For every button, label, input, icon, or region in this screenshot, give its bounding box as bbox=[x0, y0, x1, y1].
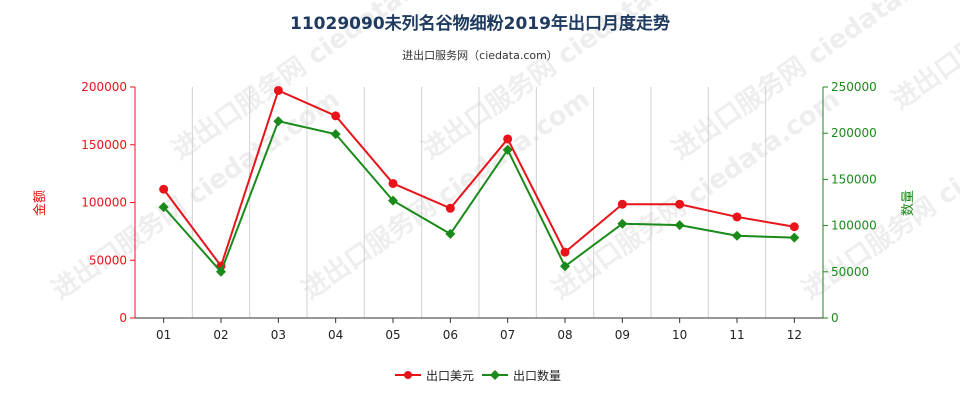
data-point-qty bbox=[388, 195, 398, 206]
x-axis-tick-label: 10 bbox=[672, 328, 687, 342]
axis-layer: 0 50000 100000 150000 200000 0 50000 100000 1500… bbox=[81, 80, 877, 342]
data-point-usd bbox=[503, 134, 513, 144]
x-axis-tick-label: 05 bbox=[385, 328, 400, 342]
left-axis-label: 金额 bbox=[32, 190, 48, 216]
watermark-text: 进出口服务网 ciedata.com bbox=[887, 0, 960, 116]
watermark-text: 进出口服务网 ciedata.com bbox=[297, 84, 595, 306]
chart-title: 11029090未列名谷物细粉2019年出口月度走势 bbox=[290, 13, 670, 34]
data-point-qty bbox=[674, 220, 685, 231]
data-point-qty bbox=[502, 144, 513, 155]
legend-swatch-marker-qty bbox=[490, 370, 500, 380]
data-point-qty bbox=[273, 116, 284, 127]
right-axis-tick-label: 50000 bbox=[831, 265, 869, 279]
right-axis-tick-label: 250000 bbox=[831, 80, 877, 94]
watermark-text: 进出口服务网 ciedata.com bbox=[547, 84, 845, 306]
left-axis-tick-label: 0 bbox=[119, 311, 127, 325]
right-axis-tick-label: 200000 bbox=[831, 126, 877, 140]
chart-subtitle: 进出口服务网（ciedata.com） bbox=[402, 48, 558, 62]
data-point-usd bbox=[675, 199, 685, 209]
data-point-qty bbox=[732, 230, 742, 241]
x-axis-tick-label: 08 bbox=[557, 328, 572, 342]
right-axis-tick-label: 100000 bbox=[831, 219, 877, 233]
data-point-qty bbox=[216, 266, 226, 277]
data-point-usd bbox=[732, 212, 742, 222]
data-point-usd bbox=[445, 203, 455, 213]
data-point-qty bbox=[617, 218, 628, 229]
legend-swatch-marker-usd bbox=[404, 371, 412, 379]
data-point-usd bbox=[331, 111, 341, 121]
x-axis-tick-label: 02 bbox=[213, 328, 228, 342]
legend-label-qty: 出口数量 bbox=[513, 368, 561, 383]
left-axis-tick-label: 100000 bbox=[81, 196, 127, 210]
legend: 出口美元 出口数量 bbox=[395, 368, 561, 383]
data-point-usd bbox=[388, 178, 398, 188]
data-point-qty bbox=[560, 261, 570, 272]
x-axis-tick-label: 11 bbox=[729, 328, 744, 342]
data-point-qty bbox=[330, 129, 341, 140]
x-axis-tick-label: 01 bbox=[156, 328, 171, 342]
data-point-qty bbox=[789, 232, 800, 243]
right-axis-tick-label: 150000 bbox=[831, 172, 877, 186]
data-point-usd bbox=[560, 247, 570, 257]
legend-label-usd: 出口美元 bbox=[426, 369, 474, 383]
x-axis-tick-label: 07 bbox=[500, 328, 515, 342]
left-axis-tick-label: 150000 bbox=[81, 138, 127, 152]
x-axis-tick-label: 12 bbox=[787, 328, 802, 342]
data-point-usd bbox=[273, 85, 283, 95]
x-axis-tick-label: 06 bbox=[443, 328, 458, 342]
data-point-qty bbox=[445, 228, 456, 239]
data-point-usd bbox=[617, 199, 627, 209]
series-line-qty bbox=[162, 120, 795, 274]
x-axis-tick-label: 04 bbox=[328, 328, 343, 342]
x-axis-tick-label: 03 bbox=[271, 328, 286, 342]
data-point-usd bbox=[159, 184, 169, 194]
x-axis-tick-label: 09 bbox=[615, 328, 630, 342]
right-axis-tick-label: 0 bbox=[831, 311, 839, 325]
series-line-usd bbox=[162, 89, 795, 269]
series-layer bbox=[158, 85, 800, 277]
data-point-qty bbox=[158, 202, 169, 213]
data-point-usd bbox=[789, 222, 799, 232]
left-axis-tick-label: 200000 bbox=[81, 80, 127, 94]
right-axis-label: 数量 bbox=[901, 190, 916, 216]
left-axis-tick-label: 50000 bbox=[89, 253, 127, 267]
grid-layer bbox=[191, 87, 767, 318]
